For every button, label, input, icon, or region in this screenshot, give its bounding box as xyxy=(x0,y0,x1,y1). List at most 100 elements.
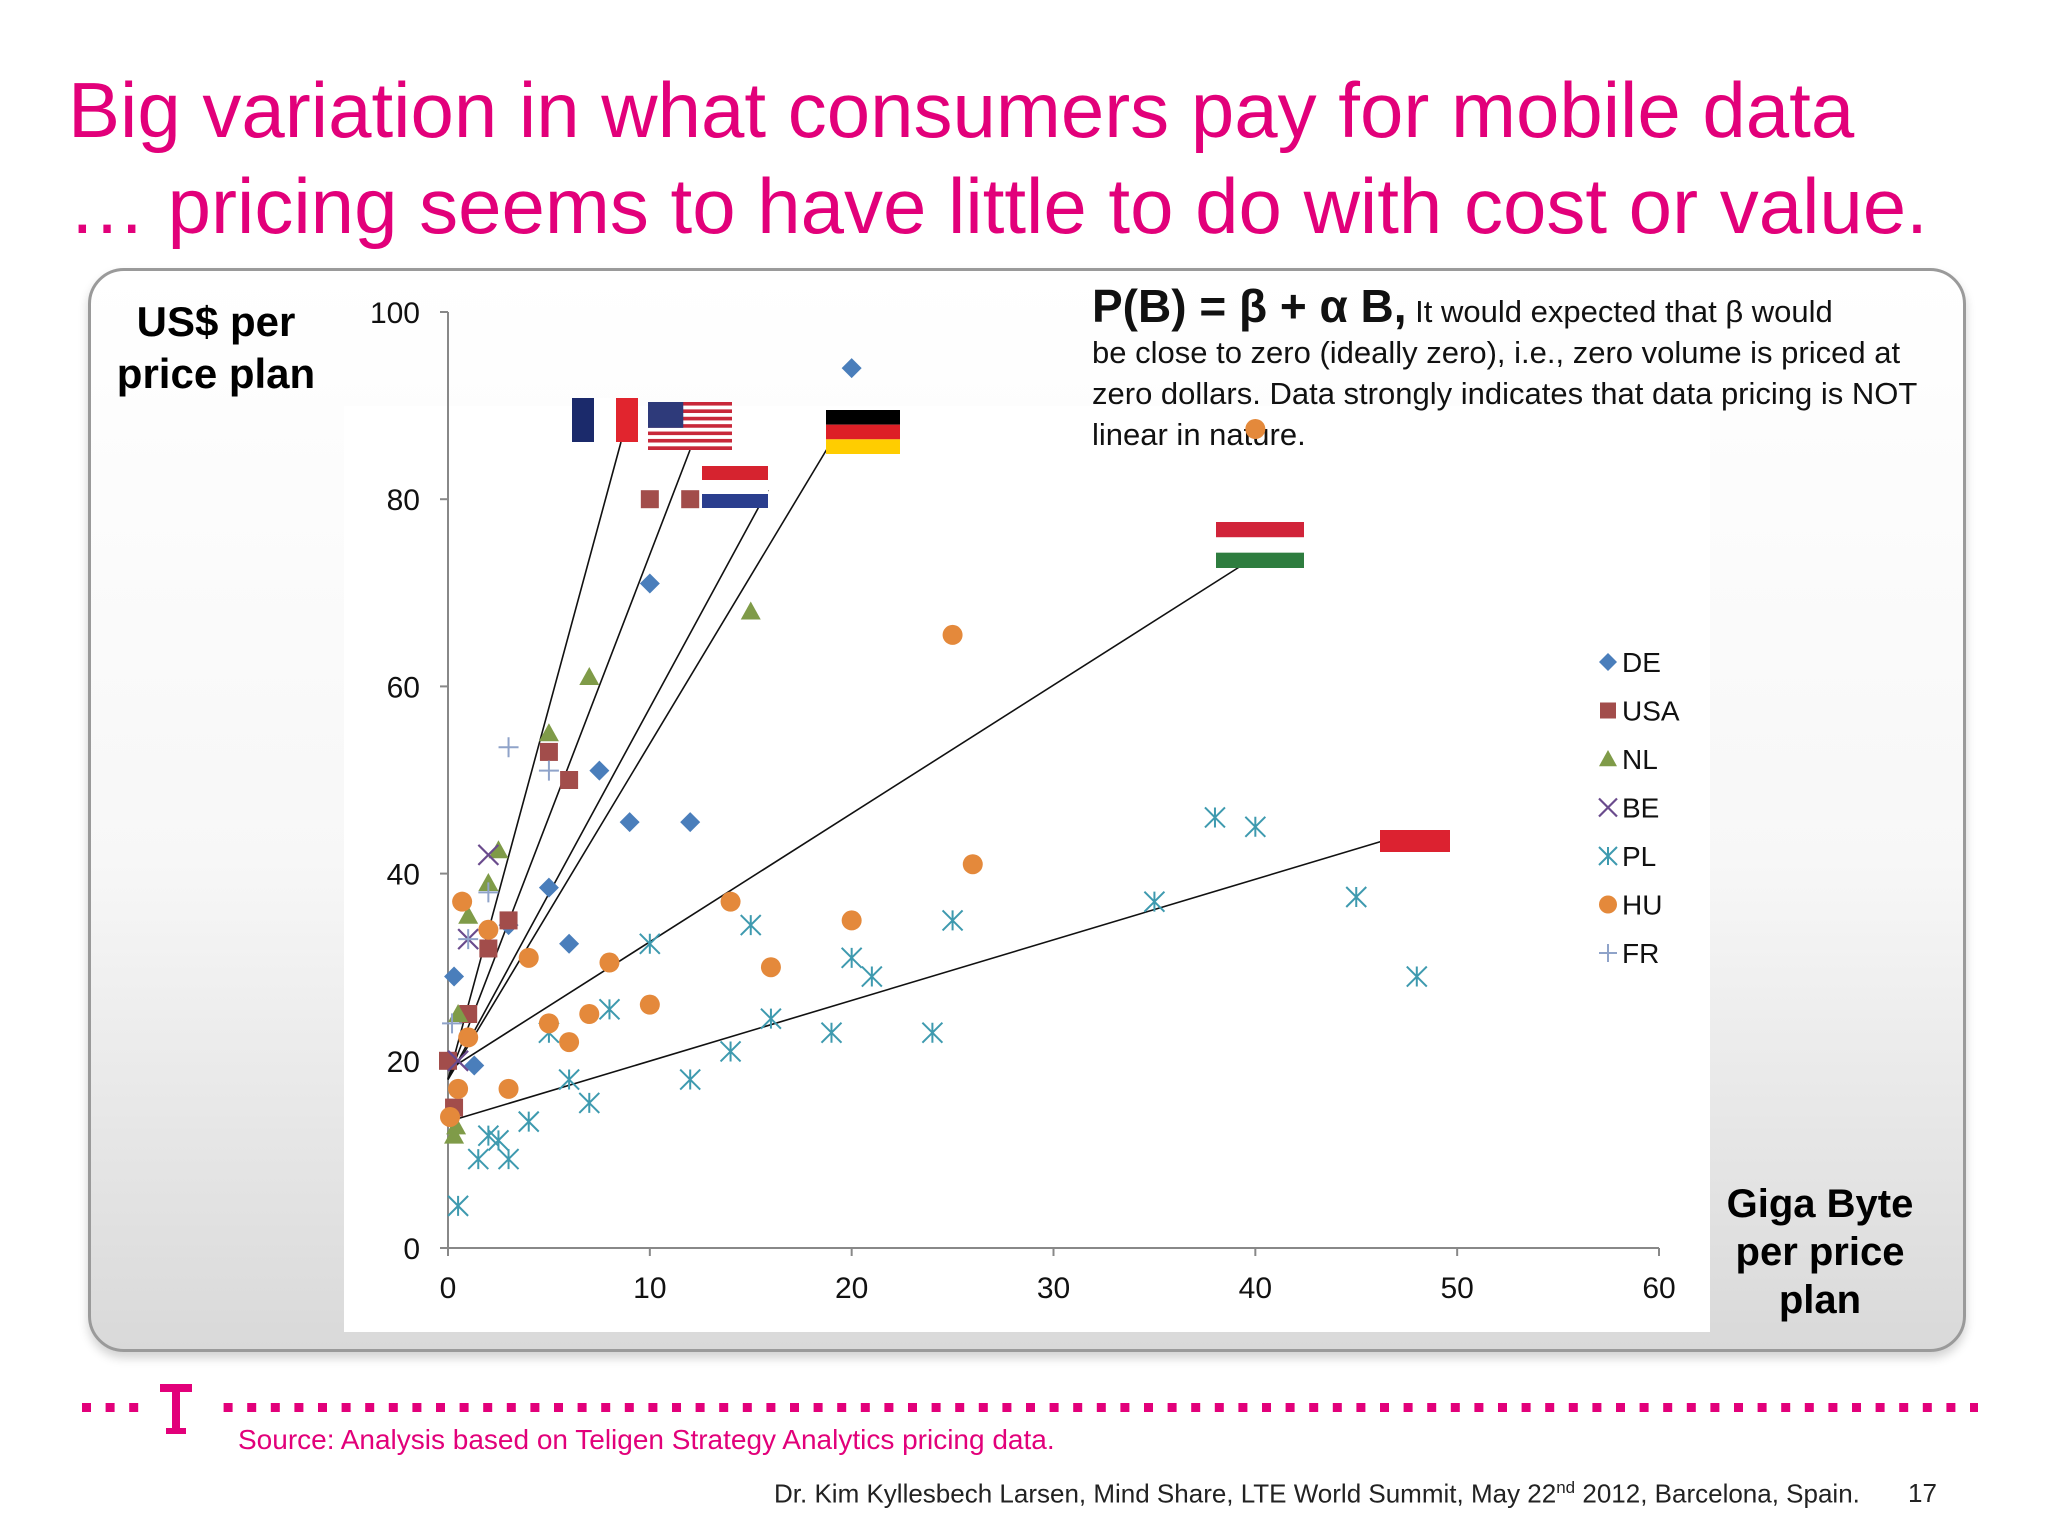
divider-dot xyxy=(1332,1403,1342,1412)
y-tick-label: 100 xyxy=(370,297,420,330)
france-flag xyxy=(572,398,638,442)
data-point-pl xyxy=(861,965,883,988)
data-point-hu xyxy=(760,957,781,978)
divider-dot xyxy=(790,1403,799,1412)
legend-marker-usa xyxy=(1600,702,1616,719)
divider-dot xyxy=(129,1403,139,1412)
data-point-fr xyxy=(442,1013,463,1034)
divider-dot xyxy=(1309,1403,1319,1412)
footer-superscript: nd xyxy=(1556,1478,1576,1497)
legend-label-usa: USA xyxy=(1622,696,1680,727)
formula-text-first: It would expected that β would xyxy=(1406,294,1833,329)
trend-line xyxy=(447,449,691,1080)
legend-marker-nl xyxy=(1599,750,1617,767)
divider-dot xyxy=(601,1403,611,1412)
data-point-hu xyxy=(942,624,963,645)
formula-annotation: P(B) = β + α B, It would expected that β… xyxy=(1092,283,1932,455)
y-tick-label: 0 xyxy=(403,1233,420,1266)
data-point-de xyxy=(841,358,862,379)
trend-line xyxy=(447,443,831,1080)
divider-dot xyxy=(412,1403,422,1412)
legend-marker-de xyxy=(1599,653,1617,671)
divider-dot xyxy=(1922,1403,1932,1412)
divider-dot xyxy=(506,1403,516,1412)
divider-dot xyxy=(1214,1403,1224,1412)
plot-background xyxy=(344,406,1710,1332)
divider-dot xyxy=(860,1403,870,1412)
data-point-hu xyxy=(478,919,499,940)
title-line-2: … pricing seems to have little to do wit… xyxy=(68,162,1928,250)
divider-dot xyxy=(1710,1403,1720,1412)
data-point-pl xyxy=(941,909,964,932)
divider-dot xyxy=(813,1403,823,1412)
title-line-1: Big variation in what consumers pay for … xyxy=(68,66,1855,154)
x-tick-label: 40 xyxy=(1239,1272,1272,1305)
netherlands-flag xyxy=(702,466,768,508)
divider-dot xyxy=(1899,1403,1909,1412)
divider-dot xyxy=(270,1403,280,1412)
legend-label-hu: HU xyxy=(1622,890,1662,921)
divider-dot xyxy=(1734,1403,1743,1412)
x-tick-label: 30 xyxy=(1037,1272,1070,1305)
divider-dot xyxy=(341,1403,351,1412)
data-point-nl xyxy=(448,1004,469,1022)
x-tick-label: 0 xyxy=(440,1272,457,1305)
divider-dot xyxy=(1568,1403,1578,1412)
data-point-hu xyxy=(720,891,741,912)
data-point-pl xyxy=(578,1092,600,1114)
divider-dot xyxy=(247,1403,257,1412)
data-point-hu xyxy=(639,994,660,1015)
divider-dot xyxy=(1167,1403,1177,1412)
divider-dot xyxy=(1285,1403,1295,1412)
divider-dot xyxy=(1592,1403,1602,1412)
divider-dot xyxy=(695,1403,705,1412)
divider-dot xyxy=(530,1403,540,1412)
divider-dot xyxy=(1804,1403,1814,1412)
divider-dot xyxy=(1262,1403,1271,1412)
divider-dot xyxy=(908,1403,917,1412)
trend-line xyxy=(447,839,1387,1123)
divider-dot xyxy=(1073,1403,1083,1412)
data-point-de xyxy=(559,933,580,954)
data-point-nl xyxy=(538,723,559,742)
y-axis-label: US$ per price plan xyxy=(116,298,316,397)
data-point-pl xyxy=(487,1129,510,1152)
data-point-hu xyxy=(518,947,539,968)
data-point-de xyxy=(619,812,640,833)
divider-dot xyxy=(766,1403,776,1412)
telekom-t-logo xyxy=(160,1384,192,1434)
data-point-pl xyxy=(921,1022,944,1044)
legend-marker-be xyxy=(1598,797,1618,818)
formula-equation: P(B) = β + α B, xyxy=(1092,280,1407,332)
y-tick-label: 60 xyxy=(387,671,420,704)
divider-dot xyxy=(1521,1403,1531,1412)
divider-dot xyxy=(624,1403,634,1412)
divider-dot xyxy=(1403,1403,1413,1412)
divider-dot xyxy=(1191,1403,1201,1412)
divider-dot xyxy=(459,1403,469,1412)
data-point-nl xyxy=(444,1125,465,1144)
footer-text: Dr. Kim Kyllesbech Larsen, Mind Share, L… xyxy=(774,1478,1557,1509)
divider-dot xyxy=(884,1403,894,1412)
divider-dot xyxy=(577,1403,587,1412)
divider-dot xyxy=(1686,1403,1696,1412)
data-point-pl xyxy=(558,1068,580,1091)
divider-dot xyxy=(1970,1403,1978,1412)
data-point-pl xyxy=(639,933,661,955)
x-tick-label: 50 xyxy=(1440,1272,1473,1305)
dotted-divider xyxy=(82,1403,1978,1412)
usa-flag xyxy=(648,402,732,450)
divider-dot xyxy=(1144,1403,1153,1412)
source-note: Source: Analysis based on Teligen Strate… xyxy=(238,1424,1055,1455)
trend-line xyxy=(447,489,769,1080)
data-point-usa xyxy=(640,490,659,509)
data-point-pl xyxy=(840,947,863,969)
formula-text-rest: be close to zero (ideally zero), i.e., z… xyxy=(1092,335,1917,452)
data-point-de xyxy=(589,760,610,781)
data-point-nl xyxy=(740,601,761,620)
divider-dot xyxy=(1663,1403,1673,1412)
footer-credit: Dr. Kim Kyllesbech Larsen, Mind Share, L… xyxy=(774,1478,1860,1510)
divider-dot xyxy=(365,1403,375,1412)
data-point-pl xyxy=(497,1148,520,1170)
data-point-pl xyxy=(1244,816,1267,838)
